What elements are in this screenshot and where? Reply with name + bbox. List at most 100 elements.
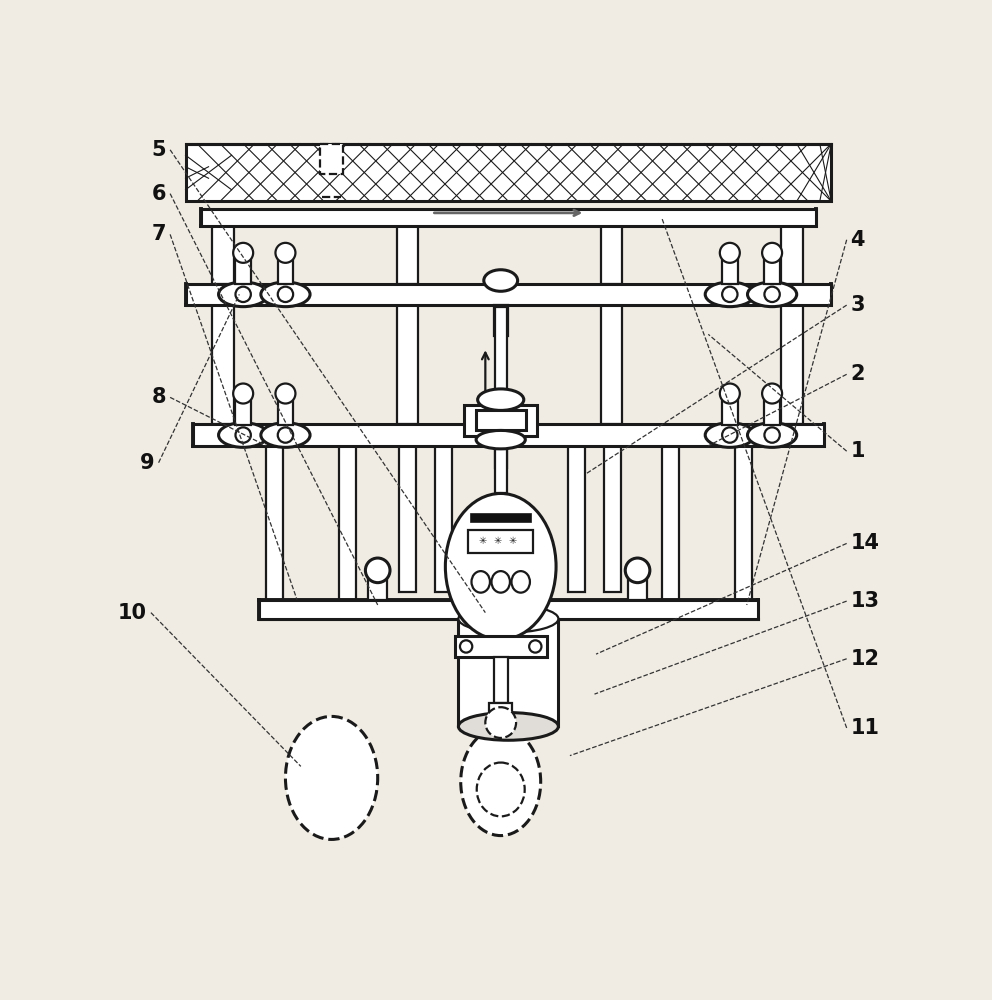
Text: 9: 9	[140, 453, 155, 473]
Text: 12: 12	[850, 649, 880, 669]
Ellipse shape	[458, 713, 558, 740]
Circle shape	[233, 384, 253, 404]
Bar	[399, 446, 417, 592]
Bar	[722, 397, 737, 425]
Ellipse shape	[748, 282, 797, 307]
Ellipse shape	[705, 423, 755, 447]
Ellipse shape	[218, 282, 268, 307]
Text: 14: 14	[850, 533, 880, 553]
Text: 11: 11	[850, 718, 880, 738]
Ellipse shape	[512, 571, 530, 593]
Circle shape	[233, 243, 253, 263]
Circle shape	[278, 427, 294, 443]
Bar	[212, 226, 234, 284]
Bar	[368, 575, 387, 600]
Bar	[782, 305, 803, 424]
Text: 8: 8	[152, 387, 167, 407]
Bar	[782, 226, 803, 284]
Circle shape	[765, 427, 780, 443]
Circle shape	[762, 384, 782, 404]
Text: ✳: ✳	[509, 536, 517, 546]
Circle shape	[762, 243, 782, 263]
Bar	[235, 397, 251, 425]
Bar	[489, 703, 512, 715]
Ellipse shape	[471, 571, 490, 593]
Text: 4: 4	[850, 230, 865, 250]
Circle shape	[278, 287, 294, 302]
Text: 7: 7	[152, 224, 167, 244]
Bar	[339, 446, 356, 600]
Bar	[567, 446, 584, 592]
Bar	[494, 305, 508, 336]
Bar	[193, 424, 823, 446]
Ellipse shape	[477, 763, 525, 816]
Bar	[601, 305, 622, 424]
Text: 10: 10	[118, 603, 147, 623]
Bar	[495, 449, 507, 468]
Bar	[278, 397, 294, 425]
Bar	[470, 513, 532, 522]
Circle shape	[722, 287, 737, 302]
Text: 3: 3	[850, 295, 865, 315]
Ellipse shape	[445, 493, 557, 640]
Bar	[278, 257, 294, 284]
Circle shape	[460, 640, 472, 653]
Text: ✳: ✳	[494, 536, 502, 546]
Ellipse shape	[261, 282, 310, 307]
Ellipse shape	[261, 423, 310, 447]
Circle shape	[722, 427, 737, 443]
Bar	[266, 446, 283, 600]
Circle shape	[720, 384, 740, 404]
Bar	[495, 307, 507, 493]
Ellipse shape	[705, 282, 755, 307]
Bar	[235, 257, 251, 284]
Text: 2: 2	[850, 364, 865, 384]
Ellipse shape	[476, 430, 526, 449]
Circle shape	[235, 427, 251, 443]
Bar	[454, 636, 547, 657]
Ellipse shape	[458, 605, 558, 633]
Bar	[186, 144, 831, 201]
Ellipse shape	[478, 389, 524, 410]
Ellipse shape	[485, 707, 516, 738]
Bar	[765, 257, 780, 284]
Bar	[722, 257, 737, 284]
Text: ✳: ✳	[478, 536, 486, 546]
Text: 6: 6	[152, 184, 167, 204]
Bar	[397, 226, 419, 284]
Bar	[494, 657, 508, 703]
Ellipse shape	[484, 270, 518, 291]
Bar	[259, 600, 758, 619]
Circle shape	[529, 640, 542, 653]
Bar	[604, 446, 621, 592]
Bar	[735, 446, 752, 600]
Bar	[397, 305, 419, 424]
Circle shape	[365, 558, 390, 583]
Bar	[464, 405, 538, 436]
Circle shape	[235, 287, 251, 302]
Circle shape	[276, 384, 296, 404]
Ellipse shape	[748, 423, 797, 447]
Bar	[663, 446, 680, 600]
Ellipse shape	[491, 571, 510, 593]
Circle shape	[720, 243, 740, 263]
Bar	[468, 530, 533, 553]
Bar	[200, 209, 815, 226]
Bar	[320, 144, 343, 174]
Bar	[212, 305, 234, 424]
Ellipse shape	[218, 423, 268, 447]
Bar	[628, 575, 647, 600]
Ellipse shape	[460, 728, 541, 836]
Bar	[601, 226, 622, 284]
Bar	[458, 619, 558, 726]
Text: 5: 5	[152, 140, 167, 160]
Bar	[186, 284, 831, 305]
Bar	[435, 446, 452, 592]
Circle shape	[276, 243, 296, 263]
Circle shape	[765, 287, 780, 302]
Text: 1: 1	[850, 441, 865, 461]
Bar	[765, 397, 780, 425]
Text: 13: 13	[850, 591, 880, 611]
Bar	[476, 410, 526, 430]
Ellipse shape	[286, 716, 378, 839]
